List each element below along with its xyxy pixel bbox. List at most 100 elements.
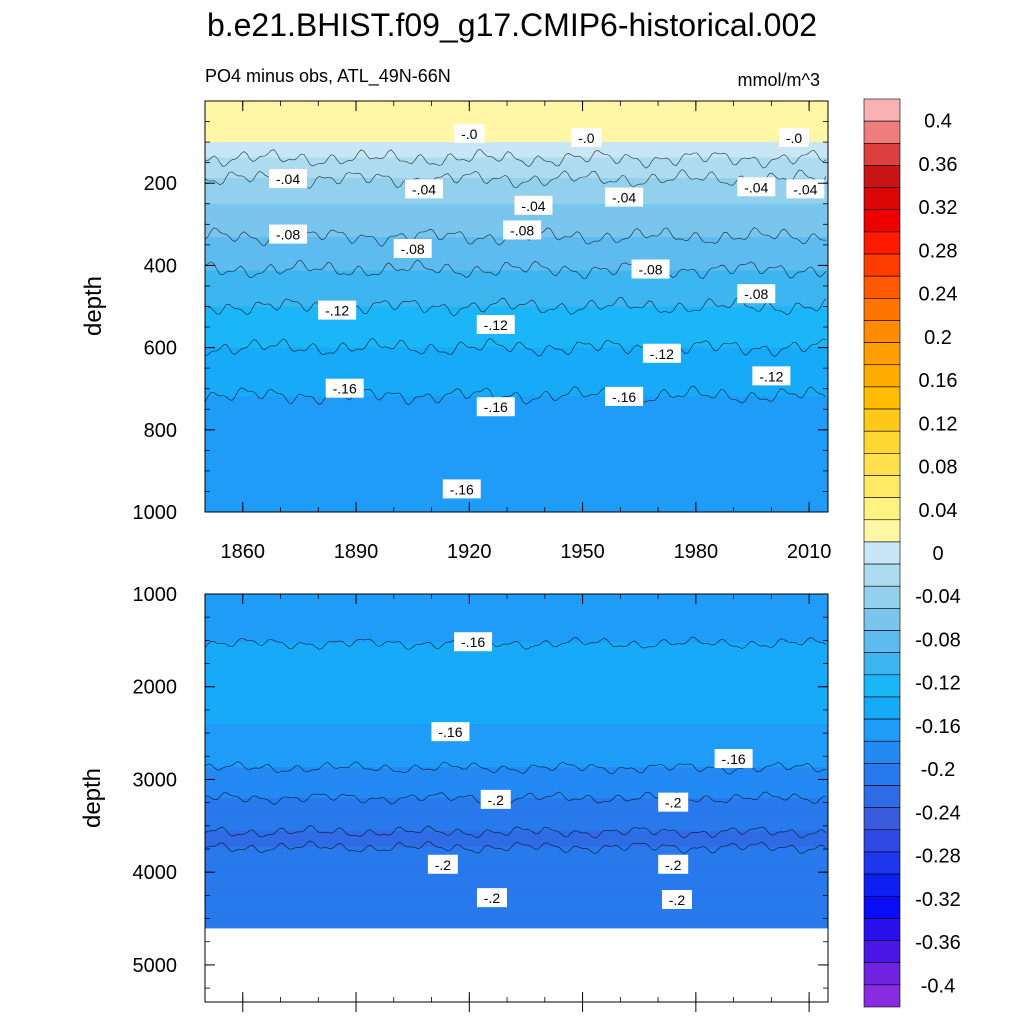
field-band — [205, 721, 828, 725]
field-band — [205, 632, 828, 636]
field-band — [205, 255, 828, 259]
field-band — [205, 429, 828, 433]
field-band — [205, 701, 828, 705]
field-band — [205, 609, 828, 613]
field-band — [205, 165, 828, 169]
contour-label-box — [431, 722, 470, 742]
field-band — [205, 339, 828, 344]
contour-label-text: -.16 — [438, 724, 462, 740]
colorbar-swatch — [863, 453, 901, 476]
field-band — [205, 481, 828, 485]
field-band — [205, 777, 828, 781]
contour-label-box — [642, 343, 681, 363]
field-band — [205, 836, 828, 840]
field-band — [205, 920, 828, 924]
contour-label-box — [476, 397, 515, 417]
contour-label: -.16 — [431, 722, 470, 742]
field-band — [205, 887, 828, 891]
contour-label-box — [480, 789, 511, 809]
field-band — [205, 754, 828, 758]
field-band — [205, 375, 828, 380]
field-band — [205, 124, 828, 128]
colorbar-swatch — [863, 320, 901, 343]
contour-label-text: -.2 — [488, 792, 505, 808]
field-band — [205, 833, 828, 837]
field-band — [205, 409, 828, 413]
contour-line — [205, 825, 827, 839]
field-band — [205, 252, 828, 256]
contour-label-text: -.2 — [484, 890, 501, 906]
field-band — [205, 257, 828, 261]
field-band — [205, 818, 828, 822]
field-band — [205, 713, 828, 717]
contour-label-box — [514, 195, 553, 215]
field-band — [205, 167, 828, 171]
field-band — [205, 734, 828, 738]
colorbar-label: -0.24 — [915, 802, 961, 824]
contour-label: -.2 — [658, 854, 689, 874]
contour-label: -.16 — [605, 386, 644, 406]
field-band — [205, 902, 828, 906]
field-band — [205, 280, 828, 284]
field-band — [205, 285, 828, 290]
field-band — [205, 912, 828, 916]
field-band — [205, 690, 828, 695]
field-band — [205, 193, 828, 197]
field-band — [205, 759, 828, 763]
contour-label-box — [737, 177, 776, 197]
colorbar-label: -0.4 — [921, 975, 955, 997]
colorbar-label: 0.4 — [924, 111, 952, 133]
contour-label: -.08 — [503, 220, 542, 240]
field-band — [205, 404, 828, 408]
field-band — [205, 411, 828, 415]
colorbar-swatch — [863, 430, 901, 454]
field-band — [205, 260, 828, 264]
colorbar-swatch — [863, 763, 901, 786]
colorbar-swatch — [863, 984, 901, 1008]
field-band — [205, 321, 828, 326]
colorbar-swatch — [863, 298, 901, 321]
field-band — [205, 370, 828, 374]
field-band — [205, 851, 828, 855]
contour-label: -.04 — [737, 177, 776, 197]
field-band — [205, 316, 828, 320]
field-band — [205, 892, 828, 896]
field-band — [205, 655, 828, 659]
field-band — [205, 239, 828, 243]
contour-label-box — [503, 220, 542, 240]
contour-label-box — [269, 224, 308, 244]
colorbar-swatch — [863, 275, 901, 299]
field-band — [205, 494, 828, 498]
contour-label-text: -.08 — [401, 241, 425, 257]
field-band — [205, 460, 828, 464]
field-band — [205, 437, 828, 441]
field-band — [205, 303, 828, 308]
field-band — [205, 645, 828, 649]
contour-label: -.2 — [658, 792, 689, 812]
contour-label: -.08 — [631, 259, 670, 279]
upper-panel-contours — [205, 149, 827, 406]
field-band — [205, 634, 828, 638]
field-band — [205, 139, 828, 143]
field-band — [205, 747, 828, 751]
colorbar-label: 0.28 — [919, 240, 958, 262]
field-band — [205, 813, 828, 817]
field-band — [205, 693, 828, 697]
contour-label-text: -.04 — [521, 198, 545, 214]
colorbar-label: -0.2 — [921, 759, 955, 781]
y-tick-label: 800 — [144, 420, 177, 442]
field-band — [205, 180, 828, 184]
colorbar-swatch — [863, 785, 901, 808]
contour-label-text: -.16 — [484, 399, 508, 415]
field-band — [205, 716, 828, 720]
field-band — [205, 866, 828, 870]
field-band — [205, 327, 828, 331]
upper-panel-contour-labels: -.0 -.0 -.0 -.04 -.04 -.04 -.04 -.04 -.04 -.08 -.0… — [269, 123, 825, 499]
field-band — [205, 118, 828, 123]
field-band — [205, 126, 828, 130]
field-band — [205, 907, 828, 911]
field-band — [205, 473, 828, 477]
field-band — [205, 414, 828, 418]
contour-label-text: -.2 — [665, 857, 682, 873]
